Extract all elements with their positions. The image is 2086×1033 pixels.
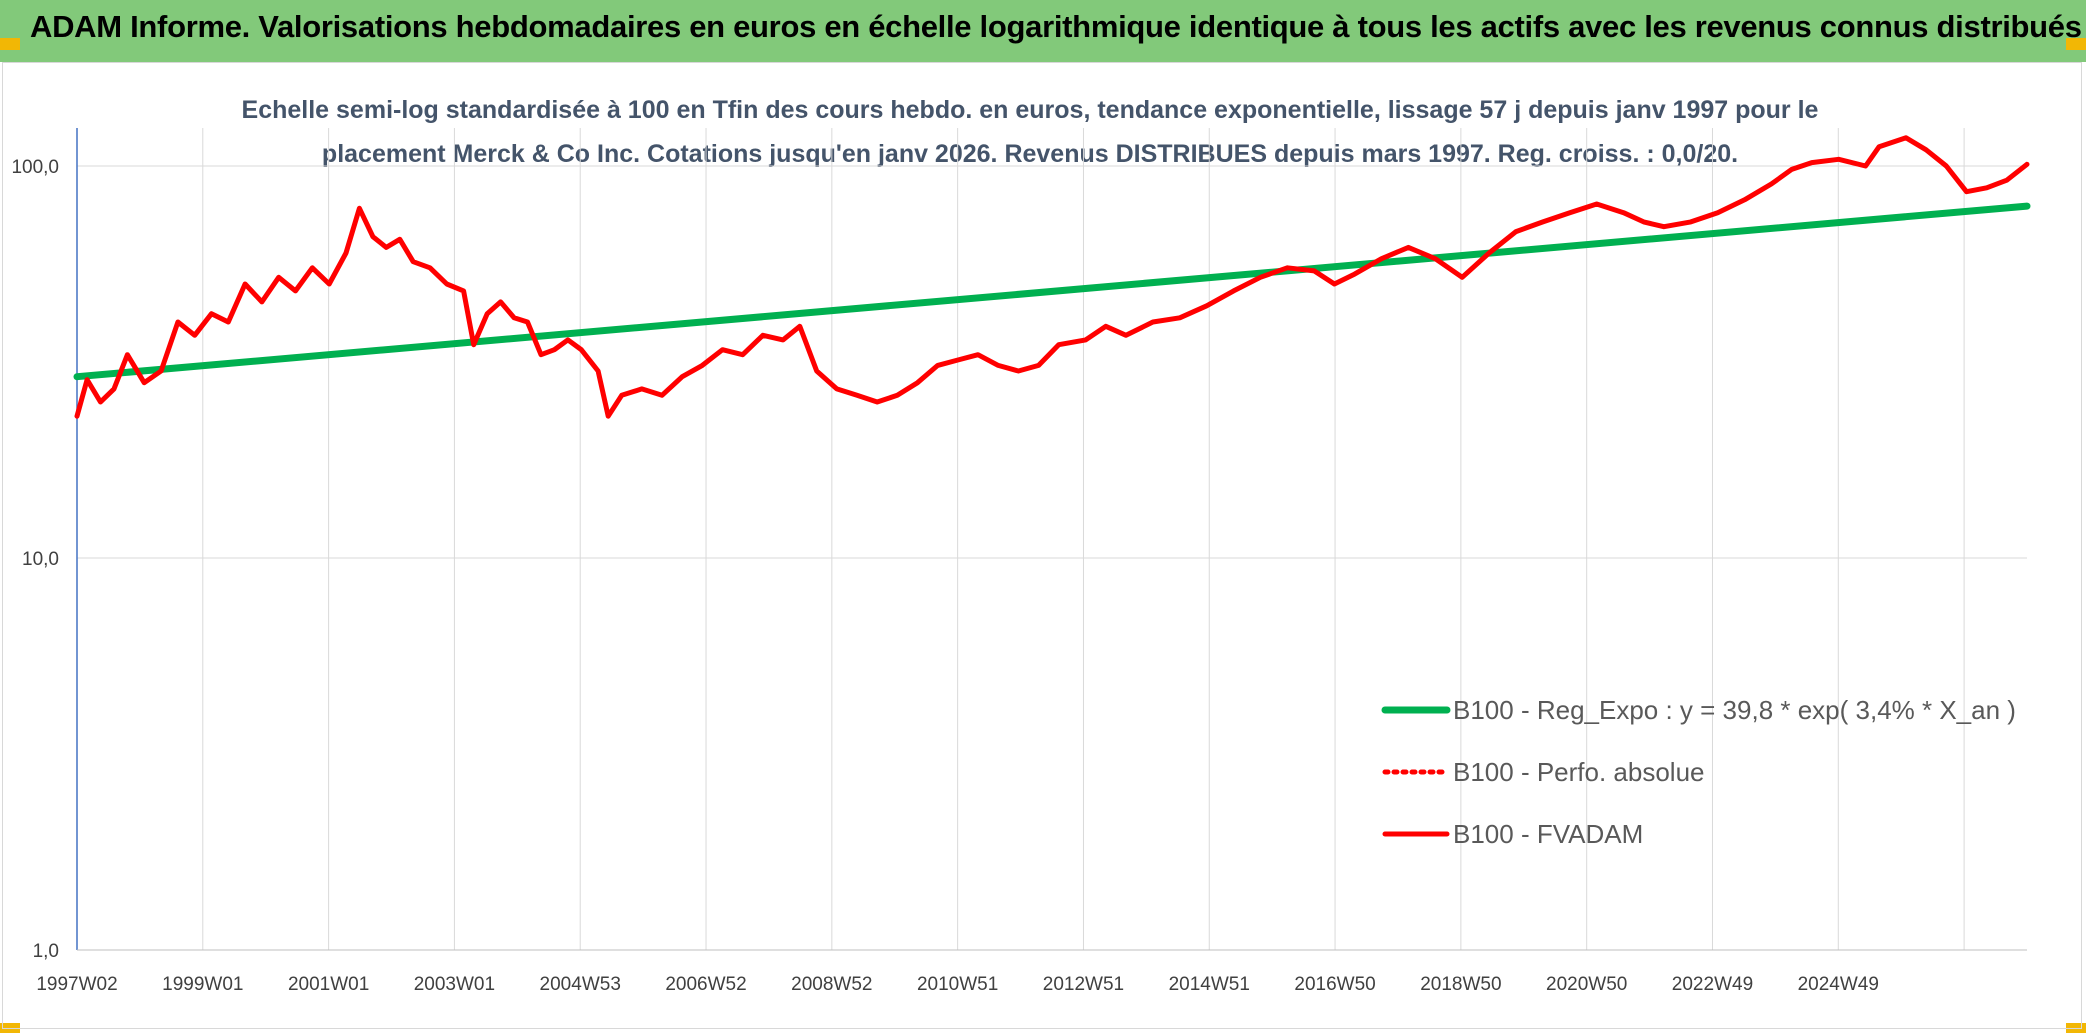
corner-marker: [2066, 38, 2086, 50]
x-tick-label: 1997W02: [36, 974, 117, 995]
y-tick-label: 1,0: [33, 941, 59, 962]
x-tick-label: 1999W01: [162, 974, 243, 995]
x-tick-label: 2001W01: [288, 974, 369, 995]
x-tick-label: 2008W52: [791, 974, 872, 995]
x-tick-label: 2006W52: [665, 974, 746, 995]
x-tick-label: 2022W49: [1672, 974, 1753, 995]
x-tick-label: 2016W50: [1294, 974, 1375, 995]
chart-title: Echelle semi-log standardisée à 100 en T…: [241, 96, 1819, 168]
legend-label: B100 - Reg_Expo : y = 39,8 * exp( 3,4% *…: [1453, 695, 2016, 725]
x-tick-label: 2012W51: [1043, 974, 1124, 995]
x-tick-label: 2004W53: [540, 974, 621, 995]
chart-frame: [2, 62, 2082, 1029]
header-bar: ADAM Informe. Valorisations hebdomadaire…: [0, 0, 2086, 62]
x-tick-label: 2020W50: [1546, 974, 1627, 995]
legend-label: B100 - FVADAM: [1453, 819, 1643, 849]
fvadam-line: [74, 135, 2030, 419]
legend-label: B100 - Perfo. absolue: [1453, 757, 1705, 787]
x-tick-label: 2003W01: [414, 974, 495, 995]
x-tick-label: 2010W51: [917, 974, 998, 995]
trend-line: [73, 202, 2031, 381]
x-tick-label: 2018W50: [1420, 974, 1501, 995]
y-tick-label: 10,0: [22, 549, 59, 570]
y-tick-label: 100,0: [11, 157, 59, 178]
x-tick-label: 2014W51: [1169, 974, 1250, 995]
x-tick-label: 2024W49: [1798, 974, 1879, 995]
header-title: ADAM Informe. Valorisations hebdomadaire…: [30, 9, 2082, 44]
corner-marker: [0, 38, 20, 50]
